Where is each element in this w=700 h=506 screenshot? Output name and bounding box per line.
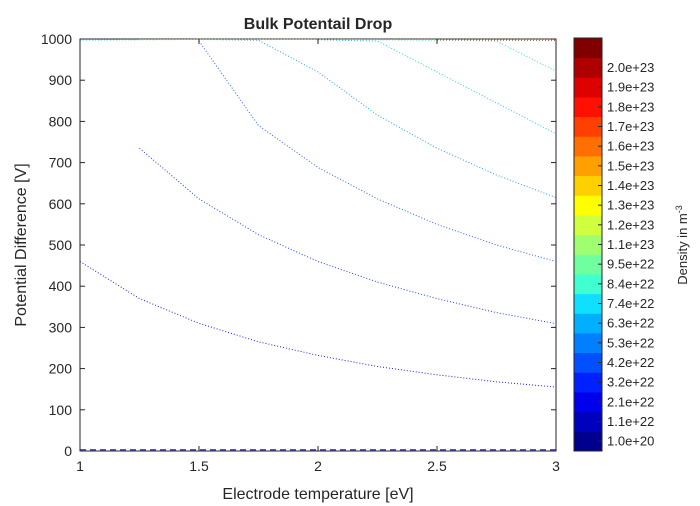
colorbar-segment [574,116,602,137]
colorbar-tick-label: 1.0e+20 [607,434,654,449]
colorbar-tick-label: 1.7e+23 [607,119,654,134]
colorbar-segment [574,38,602,59]
colorbar-label-text: Density in m [675,213,690,285]
contour-lines [79,38,557,451]
colorbar-segment [574,136,602,157]
colorbar-tick-label: 2.1e+22 [607,394,654,409]
contour-line-4 [198,38,557,199]
colorbar-segment [574,234,602,255]
y-axis-label: Potential Difference [V] [13,163,30,326]
colorbar-label: Density in m-3 [674,205,690,285]
colorbar-tick-label: 3.2e+22 [607,375,654,390]
colorbar-tick-label: 1.3e+23 [607,198,654,213]
colorbar-segment [574,156,602,177]
x-tick-label: 1.5 [189,458,209,474]
colorbar-tick-label: 1.6e+23 [607,139,654,154]
x-tick-label: 1 [76,458,84,474]
colorbar-tick-label: 6.3e+22 [607,316,654,331]
contour-line-5 [317,39,557,135]
colorbar-tick-label: 8.4e+22 [607,276,654,291]
y-tick-label: 500 [49,237,73,253]
colorbar-segment [574,195,602,216]
colorbar-segment [574,293,602,314]
axes: 1 1.5 2 2.5 3 0 100 200 300 400 500 600 700 800 900 100… [41,31,560,474]
colorbar-tick-label: 1.9e+23 [607,80,654,95]
y-tick-label: 600 [49,196,73,212]
colorbar-tick-label: 1.4e+23 [607,178,654,193]
colorbar-segment [574,97,602,118]
colorbar-segment [574,352,602,373]
colorbar-tick-label: 2.0e+23 [607,60,654,75]
colorbar-label-exponent: -3 [674,205,684,213]
y-tick-label: 200 [49,361,73,377]
colorbar-tick-label: 5.3e+22 [607,335,654,350]
colorbar-tick-label: 1.1e+22 [607,414,654,429]
colorbar-tick-label: 9.5e+22 [607,257,654,272]
colorbar-segment [574,175,602,196]
chart-title: Bulk Potentail Drop [244,16,393,33]
colorbar-tick-label: 4.2e+22 [607,355,654,370]
colorbar-segment [574,77,602,98]
colorbar-segment [574,274,602,295]
x-tick-label: 3 [552,458,560,474]
colorbar-segment [574,57,602,78]
plot-area [79,38,557,452]
colorbar-segment [574,313,602,334]
colorbar-tick-label: 1.8e+23 [607,99,654,114]
colorbar-segment [574,431,602,452]
colorbar-segment [574,333,602,354]
colorbar-tick-label: 1.5e+23 [607,158,654,173]
y-tick-label: 700 [49,155,73,171]
y-tick-label: 0 [64,443,72,459]
colorbar-segment [574,254,602,275]
colorbar-tick-label: 1.1e+23 [607,237,654,252]
x-axis-label: Electrode temperature [eV] [222,486,413,503]
x-tick-label: 2 [314,458,322,474]
colorbar: 1.0e+20 1.1e+22 2.1e+22 3.2e+22 4.2e+22 5.3e+… [573,37,654,452]
y-tick-label: 1000 [41,31,72,47]
colorbar-tick-label: 1.2e+23 [607,217,654,232]
y-tick-label: 400 [49,278,73,294]
y-tick-label: 900 [49,72,73,88]
colorbar-segment [574,392,602,413]
contour-line-3 [198,40,557,262]
colorbar-segment [574,372,602,393]
x-tick-label: 2.5 [427,458,447,474]
colorbar-segment [574,411,602,432]
y-tick-label: 100 [49,402,73,418]
y-tick-label: 300 [49,319,73,335]
colorbar-tick-label: 7.4e+22 [607,296,654,311]
y-tick-label: 800 [49,113,73,129]
colorbar-segment [574,215,602,236]
